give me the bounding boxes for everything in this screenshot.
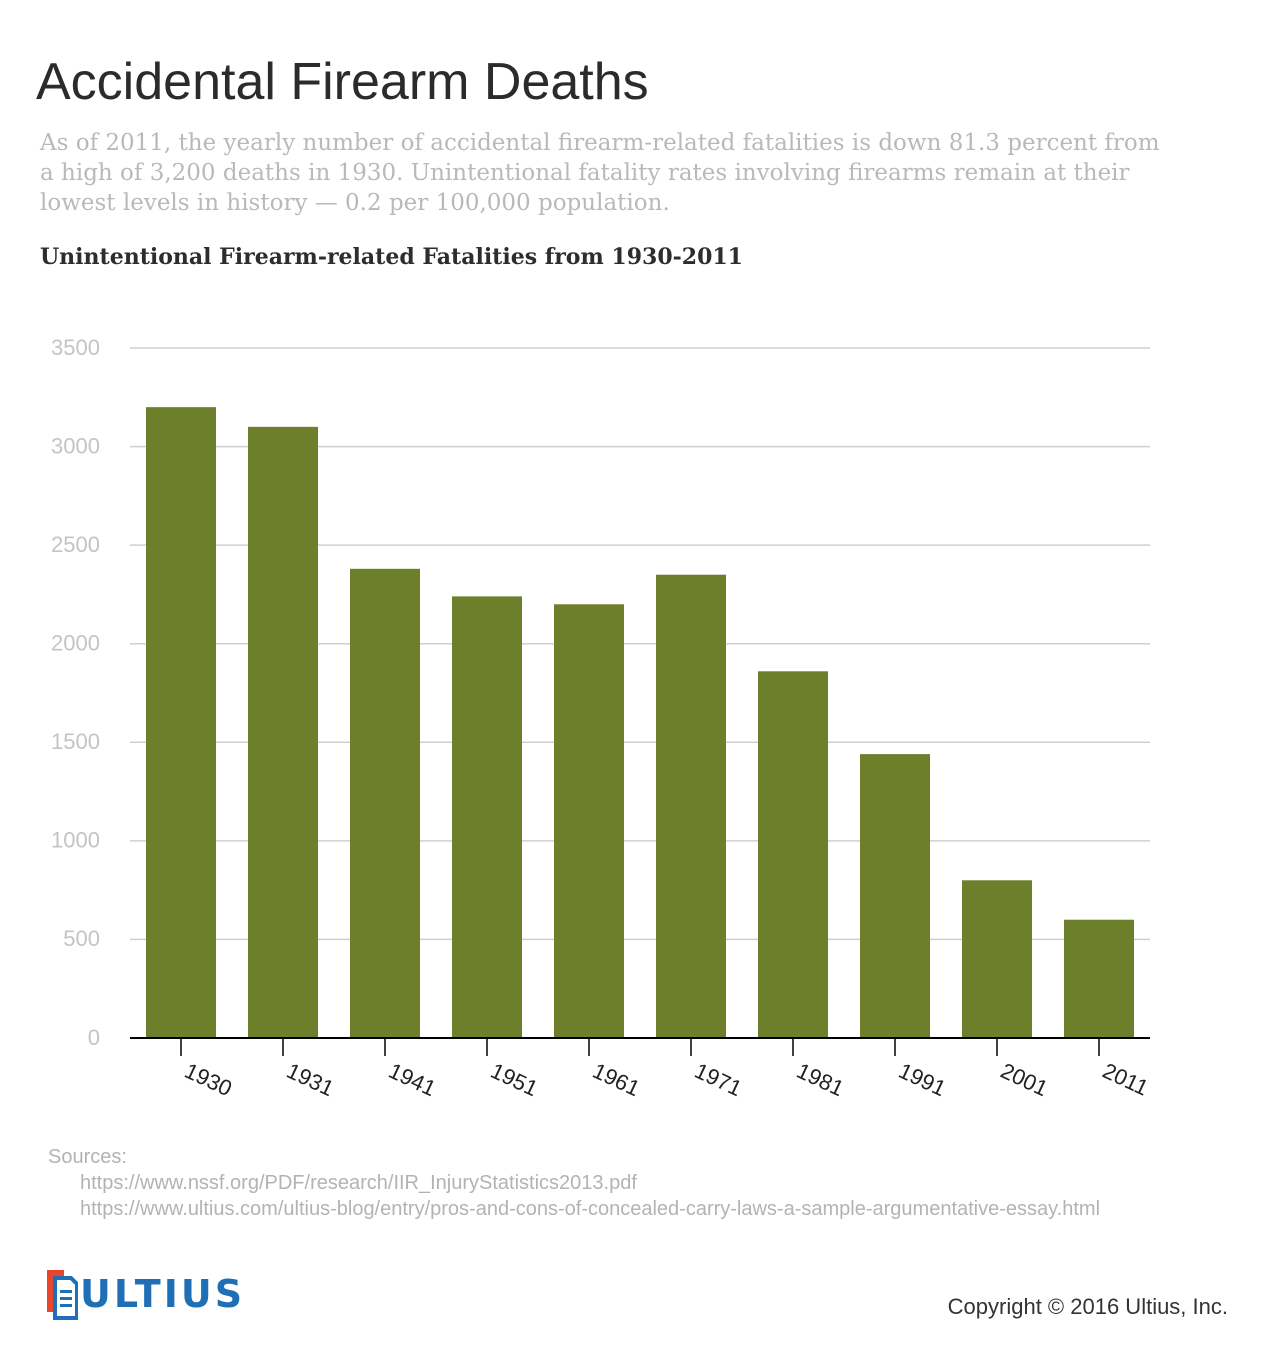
x-axis: 1930 1931 1941 1951 1961 1971 1981 1991 2001 2011 (130, 1037, 1152, 1101)
document-logo-icon (47, 1270, 78, 1320)
sources-block: Sources: https://www.nssf.org/PDF/resear… (48, 1144, 1100, 1222)
x-tick-label: 1991 (895, 1058, 950, 1101)
y-tick-label: 1000 (51, 828, 100, 853)
sources-label: Sources: (48, 1146, 127, 1168)
y-tick-label: 2500 (51, 532, 100, 557)
x-tick-label: 1971 (691, 1058, 746, 1101)
bar (656, 574, 726, 1038)
chart-title: Unintentional Firearm-related Fatalities… (40, 244, 743, 270)
y-tick-label: 500 (63, 926, 100, 951)
page-title: Accidental Firearm Deaths (36, 53, 649, 111)
bar (554, 604, 624, 1038)
x-tick-label: 1930 (181, 1058, 236, 1101)
ultius-logo: ULTIUS (44, 1266, 245, 1322)
logo-wordmark: ULTIUS (80, 1272, 246, 1316)
x-tick-label: 1941 (385, 1058, 440, 1101)
x-tick-label: 2001 (997, 1058, 1052, 1101)
bar (350, 568, 420, 1038)
bar-chart: 0 500 1000 1500 2000 2500 3000 3500 1930 1931 194… (51, 335, 1152, 1101)
y-tick-label: 3000 (51, 433, 100, 458)
bar (1064, 919, 1134, 1038)
x-tick-label: 1931 (283, 1058, 338, 1101)
bar (248, 426, 318, 1038)
bar (758, 671, 828, 1038)
bar (146, 407, 216, 1039)
copyright-text: Copyright © 2016 Ultius, Inc. (947, 1294, 1228, 1319)
source-url[interactable]: https://www.ultius.com/ultius-blog/entry… (80, 1198, 1101, 1220)
y-tick-label: 0 (88, 1025, 100, 1050)
bar (962, 880, 1032, 1038)
x-tick-label: 1951 (487, 1058, 542, 1101)
x-tick-label: 1981 (793, 1058, 848, 1101)
bar (452, 596, 522, 1038)
x-tick-label: 2011 (1099, 1058, 1152, 1101)
source-url[interactable]: https://www.nssf.org/PDF/research/IIR_In… (80, 1172, 637, 1194)
y-axis-ticks: 0 500 1000 1500 2000 2500 3000 3500 (51, 335, 100, 1050)
y-tick-label: 3500 (51, 335, 100, 360)
y-tick-label: 2000 (51, 631, 100, 656)
bar (860, 754, 930, 1038)
page-subtitle: As of 2011, the yearly number of acciden… (40, 130, 1160, 216)
x-tick-label: 1961 (589, 1058, 644, 1101)
y-tick-label: 1500 (51, 729, 100, 754)
chart-bars (146, 407, 1134, 1039)
